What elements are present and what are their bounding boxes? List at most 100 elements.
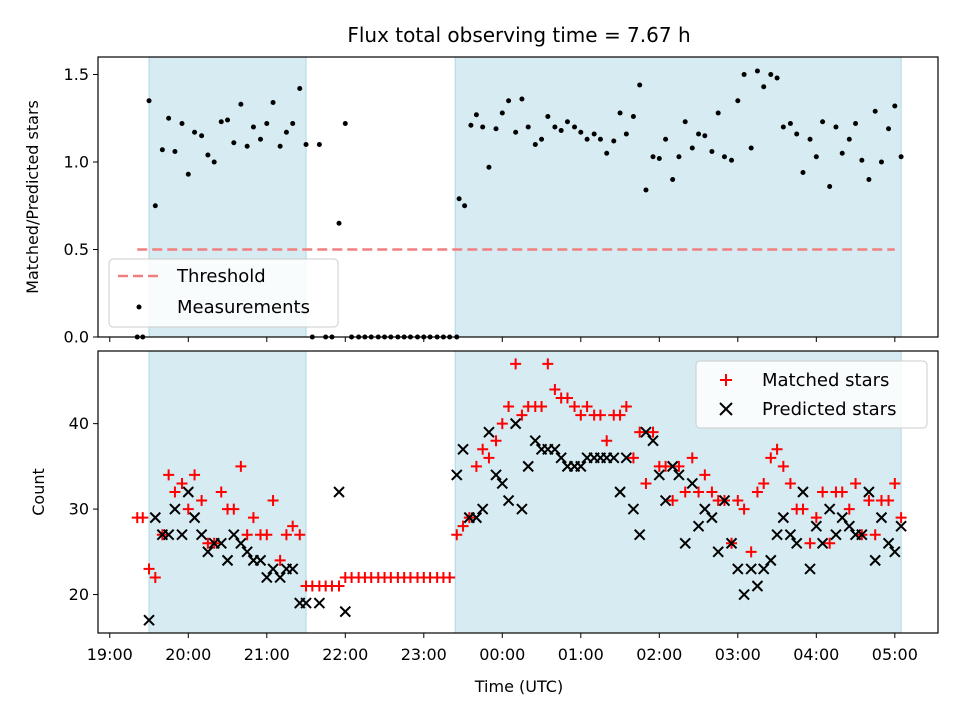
predicted-star-point bbox=[509, 417, 522, 430]
measurement-point bbox=[316, 142, 322, 147]
measurement-point bbox=[225, 117, 231, 123]
measurement-point bbox=[211, 159, 217, 165]
predicted-star-point bbox=[490, 469, 502, 481]
matched-star-point bbox=[196, 495, 208, 507]
predicted-star-point bbox=[732, 563, 744, 575]
matched-star-point bbox=[477, 443, 489, 455]
predicted-star-point bbox=[483, 426, 495, 438]
predicted-star-point bbox=[267, 563, 279, 575]
legend-matched-label: Matched stars bbox=[762, 370, 889, 391]
bottom-ytick-label: 20 bbox=[69, 585, 89, 604]
predicted-star-point bbox=[608, 452, 620, 464]
measurement-point bbox=[611, 138, 617, 144]
predicted-star-point bbox=[692, 520, 705, 532]
measurement-point bbox=[146, 98, 152, 104]
predicted-star-point bbox=[221, 554, 234, 567]
matched-star-point bbox=[889, 477, 901, 489]
bottom-ylabel: Count bbox=[29, 468, 48, 516]
predicted-star-point bbox=[836, 511, 848, 524]
predicted-star-point bbox=[882, 537, 895, 549]
measurement-point bbox=[721, 154, 727, 160]
predicted-star-point bbox=[614, 486, 626, 498]
matched-star-point bbox=[620, 401, 632, 413]
measurement-point bbox=[238, 101, 244, 107]
bottom-ytick-label: 40 bbox=[69, 414, 89, 433]
measurement-point bbox=[637, 82, 643, 88]
predicted-star-point bbox=[470, 511, 483, 524]
predicted-star-point bbox=[666, 460, 679, 473]
predicted-star-point bbox=[718, 494, 731, 507]
matched-star-point bbox=[280, 529, 292, 541]
matched-star-point bbox=[143, 563, 155, 575]
matched-star-point bbox=[536, 401, 548, 413]
matched-star-point bbox=[758, 477, 770, 489]
measurement-point bbox=[493, 126, 499, 132]
predicted-star-point bbox=[286, 563, 299, 575]
legend-predicted-label: Predicted stars bbox=[762, 399, 896, 420]
matched-star-point bbox=[745, 546, 757, 558]
matched-star-point bbox=[241, 529, 253, 541]
measurement-point bbox=[473, 112, 479, 118]
measurement-point bbox=[591, 131, 597, 137]
measurement-point bbox=[597, 136, 603, 142]
xtick-label: 00:00 bbox=[479, 645, 525, 664]
predicted-star-point bbox=[496, 477, 509, 490]
predicted-star-point bbox=[627, 503, 640, 515]
predicted-star-point bbox=[830, 529, 842, 541]
measurement-point bbox=[231, 140, 237, 146]
measurement-point bbox=[572, 124, 578, 130]
predicted-star-point bbox=[149, 511, 162, 524]
matched-star-point bbox=[883, 495, 895, 507]
measurement-point bbox=[525, 124, 531, 130]
matched-star-point bbox=[228, 503, 240, 515]
measurement-point bbox=[159, 147, 165, 153]
predicted-star-point bbox=[633, 529, 646, 541]
predicted-star-point bbox=[673, 469, 685, 481]
measurement-point bbox=[552, 124, 558, 130]
matched-star-point bbox=[869, 529, 881, 541]
predicted-star-point bbox=[176, 529, 188, 541]
matched-star-point bbox=[797, 503, 809, 515]
measurement-point bbox=[827, 184, 833, 189]
matched-star-point bbox=[817, 486, 829, 498]
matched-star-point bbox=[176, 477, 188, 489]
measurement-point bbox=[152, 203, 158, 209]
measurement-point bbox=[656, 156, 662, 161]
predicted-star-point bbox=[745, 563, 757, 575]
measurement-point bbox=[853, 121, 859, 126]
matched-star-point bbox=[561, 392, 573, 404]
matched-star-point bbox=[510, 358, 522, 370]
predicted-star-point bbox=[725, 537, 738, 549]
matched-star-point bbox=[274, 554, 286, 566]
legend-threshold-label: Threshold bbox=[176, 266, 266, 287]
matched-star-point bbox=[490, 435, 502, 447]
measurement-point bbox=[519, 96, 525, 102]
measurement-point bbox=[689, 145, 695, 151]
matched-star-point bbox=[182, 503, 194, 515]
predicted-star-point bbox=[516, 503, 528, 515]
measurement-point bbox=[617, 110, 623, 116]
matched-star-point bbox=[189, 469, 201, 481]
predicted-star-point bbox=[686, 477, 698, 490]
xtick-label: 23:00 bbox=[401, 645, 447, 664]
predicted-star-point bbox=[143, 614, 155, 626]
predicted-star-point bbox=[476, 503, 489, 515]
predicted-star-point bbox=[889, 546, 901, 558]
measurement-point bbox=[768, 72, 774, 77]
predicted-star-point bbox=[843, 520, 855, 532]
xtick-label: 04:00 bbox=[793, 645, 839, 664]
measurement-point bbox=[539, 136, 545, 142]
measurement-point bbox=[630, 114, 636, 119]
bottom-ytick-label: 30 bbox=[69, 500, 89, 519]
predicted-star-point bbox=[274, 571, 286, 584]
measurement-point bbox=[166, 115, 172, 121]
measurement-point bbox=[682, 119, 688, 125]
measurement-point bbox=[787, 121, 793, 126]
predicted-star-point bbox=[529, 435, 541, 447]
predicted-star-point bbox=[228, 529, 240, 541]
matched-star-point bbox=[863, 495, 875, 507]
top-ytick-label: 0.5 bbox=[64, 240, 89, 259]
measurement-point bbox=[185, 171, 191, 177]
measurement-point bbox=[878, 159, 884, 165]
